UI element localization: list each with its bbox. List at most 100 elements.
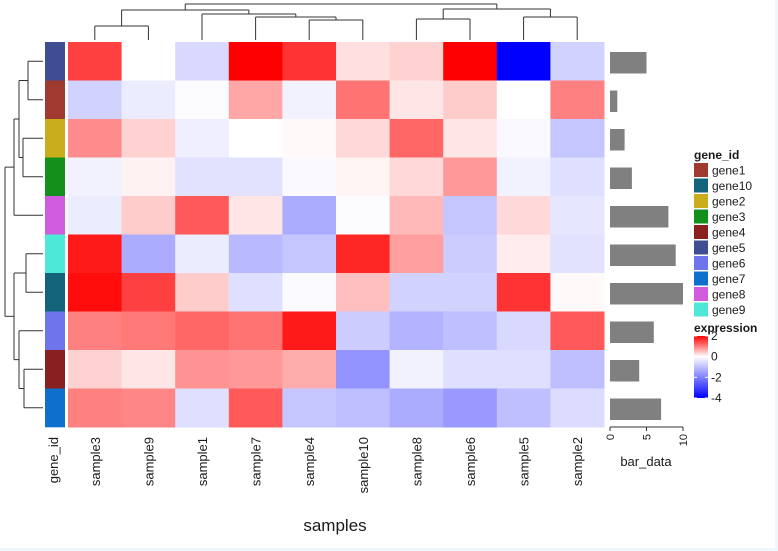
heatmap-cell-gene8-sample8 (389, 196, 444, 235)
gene-legend-label-gene5: gene5 (712, 241, 746, 255)
sample-label-sample2: sample2 (570, 437, 585, 486)
heatmap-cell-gene8-sample3 (68, 196, 123, 235)
heatmap-cell-gene5-sample3 (68, 42, 123, 81)
heatmap-cell-gene1-sample1 (175, 80, 230, 120)
heatmap-cell-gene3-sample7 (228, 157, 283, 197)
bar-gene9 (610, 244, 676, 266)
heatmap-cell-gene5-sample10 (336, 42, 391, 81)
heatmap-cell-gene4-sample10 (336, 350, 391, 389)
annotation-cell-gene6 (45, 311, 65, 351)
annotation-cell-gene4 (45, 350, 65, 389)
heatmap-cell-gene1-sample2 (550, 80, 605, 120)
column-dendrogram (94, 3, 578, 40)
heatmap-cell-gene7-sample1 (175, 388, 230, 428)
heatmap-cell-gene10-sample1 (175, 273, 230, 312)
sample-label-sample10: sample10 (356, 437, 371, 493)
heatmap-cell-gene9-sample8 (389, 234, 444, 274)
heatmap-cell-gene8-sample6 (443, 196, 498, 235)
heatmap-cell-gene7-sample5 (496, 388, 551, 428)
bar-tick-label-5: 5 (642, 434, 654, 440)
heatmap-cell-gene5-sample8 (389, 42, 444, 81)
heatmap-cell-gene8-sample2 (550, 196, 605, 235)
expression-tick-label-1: 0 (711, 350, 718, 364)
heatmap-cell-gene7-sample4 (282, 388, 337, 428)
heatmap-cells (68, 42, 605, 428)
heatmap-cell-gene1-sample8 (389, 80, 444, 120)
heatmap-cell-gene4-sample3 (68, 350, 123, 389)
heatmap-cell-gene6-sample6 (443, 311, 498, 351)
heatmap-cell-gene7-sample10 (336, 388, 391, 428)
gene-legend-title: gene_id (694, 148, 739, 162)
heatmap-cell-gene7-sample6 (443, 388, 498, 428)
heatmap-cell-gene6-sample3 (68, 311, 123, 351)
bar-gene1 (610, 90, 618, 112)
heatmap-cell-gene2-sample1 (175, 119, 230, 158)
heatmap-cell-gene5-sample7 (228, 42, 283, 81)
heatmap-cell-gene9-sample3 (68, 234, 123, 274)
heatmap-cell-gene10-sample8 (389, 273, 444, 312)
heatmap-cell-gene7-sample3 (68, 388, 123, 428)
heatmap-cell-gene2-sample3 (68, 119, 123, 158)
heatmap-cell-gene8-sample4 (282, 196, 337, 235)
heatmap-cell-gene2-sample4 (282, 119, 337, 158)
heatmap-cell-gene1-sample9 (121, 80, 176, 120)
annotation-cell-gene10 (45, 273, 65, 312)
heatmap-cell-gene7-sample9 (121, 388, 176, 428)
heatmap-cell-gene2-sample9 (121, 119, 176, 158)
gene-legend-label-gene8: gene8 (712, 288, 746, 302)
heatmap-cell-gene6-sample9 (121, 311, 176, 351)
gene-legend-label-gene1: gene1 (712, 164, 746, 178)
heatmap-cell-gene2-sample8 (389, 119, 444, 158)
bar-gene10 (610, 283, 683, 305)
heatmap-cell-gene4-sample8 (389, 350, 444, 389)
heatmap-cell-gene9-sample2 (550, 234, 605, 274)
heatmap-cell-gene6-sample10 (336, 311, 391, 351)
gene-legend-label-gene7: gene7 (712, 272, 746, 286)
heatmap-cell-gene9-sample7 (228, 234, 283, 274)
heatmap-cell-gene4-sample4 (282, 350, 337, 389)
heatmap-cell-gene5-sample1 (175, 42, 230, 81)
bar-gene6 (610, 321, 654, 343)
bar-annotation: 0 5 10 bar_data (605, 52, 690, 469)
sample-label-sample6: sample6 (463, 437, 478, 486)
heatmap-cell-gene1-sample4 (282, 80, 337, 120)
heatmap-cell-gene1-sample7 (228, 80, 283, 120)
heatmap-cell-gene4-sample7 (228, 350, 283, 389)
heatmap-cell-gene2-sample10 (336, 119, 391, 158)
heatmap-cell-gene2-sample6 (443, 119, 498, 158)
row-dendrogram (4, 60, 43, 409)
bar-gene5 (610, 52, 647, 74)
heatmap-cell-gene1-sample10 (336, 80, 391, 120)
annotation-cell-gene2 (45, 119, 65, 158)
heatmap-cell-gene9-sample6 (443, 234, 498, 274)
gene-legend-swatch-gene6 (694, 256, 708, 270)
heatmap-cell-gene10-sample10 (336, 273, 391, 312)
gene-legend-label-gene9: gene9 (712, 303, 746, 317)
annotation-cell-gene1 (45, 80, 65, 120)
heatmap-cell-gene3-sample9 (121, 157, 176, 197)
heatmap-cell-gene9-sample1 (175, 234, 230, 274)
heatmap-cell-gene8-sample5 (496, 196, 551, 235)
heatmap-cell-gene3-sample2 (550, 157, 605, 197)
heatmap-cell-gene5-sample9 (121, 42, 176, 81)
heatmap-cell-gene6-sample5 (496, 311, 551, 351)
heatmap-cell-gene5-sample4 (282, 42, 337, 81)
row-annotation-column (45, 42, 65, 428)
gene-legend-label-gene3: gene3 (712, 210, 746, 224)
heatmap-cell-gene5-sample6 (443, 42, 498, 81)
bar-gene8 (610, 206, 669, 228)
heatmap-cell-gene2-sample2 (550, 119, 605, 158)
heatmap-cell-gene8-sample10 (336, 196, 391, 235)
sample-label-sample1: sample1 (195, 437, 210, 486)
gene-legend-swatch-gene8 (694, 287, 708, 301)
gene-legend-label-gene6: gene6 (712, 257, 746, 271)
gene-legend-swatch-gene7 (694, 271, 708, 286)
gene-legend-swatch-gene4 (694, 225, 708, 239)
x-axis-title: samples (303, 516, 366, 535)
sample-label-sample7: sample7 (249, 437, 264, 486)
annotation-cell-gene8 (45, 196, 65, 235)
heatmap-cell-gene7-sample2 (550, 388, 605, 428)
gene-legend-swatch-gene5 (694, 240, 708, 255)
